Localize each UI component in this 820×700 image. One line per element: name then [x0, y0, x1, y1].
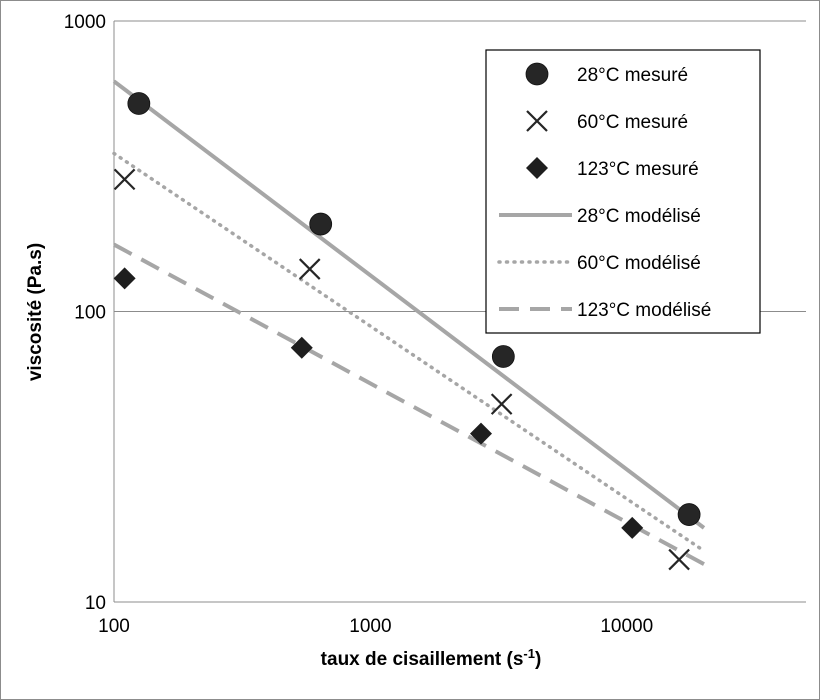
point-123c-mesure-4 [621, 516, 644, 539]
point-28c-mesure-1 [127, 92, 151, 115]
point-123c-mesure-1 [113, 267, 136, 290]
legend-swatch-123c-mesure [526, 157, 548, 179]
point-60c-mesure-3 [490, 393, 513, 415]
legend-label-123c-modelise: 123°C modélisé [577, 300, 711, 321]
legend-label-60c-modelise: 60°C modélisé [577, 253, 701, 274]
legend-label-123c-mesure: 123°C mesuré [577, 159, 699, 180]
x-tick-label-10000: 10000 [600, 616, 653, 637]
legend: 28°C mesuré 60°C mesuré 123°C mesuré 28°C m… [485, 49, 761, 334]
legend-label-60c-mesure: 60°C mesuré [577, 112, 688, 133]
point-28c-mesure-3 [491, 345, 515, 368]
series-line-28c-modelise [112, 79, 706, 530]
legend-label-28c-mesure: 28°C mesuré [577, 65, 688, 86]
point-60c-mesure-1 [113, 168, 136, 191]
legend-box [485, 49, 761, 334]
series-markers [113, 92, 701, 571]
y-tick-label-1000: 1000 [64, 12, 106, 33]
x-tick-label-1000: 1000 [349, 616, 391, 637]
x-axis-title: taux de cisaillement (s-1) [321, 646, 542, 671]
y-tick-label-10: 10 [85, 593, 106, 614]
point-28c-mesure-4 [677, 503, 701, 526]
y-tick-label-100: 100 [74, 303, 106, 324]
legend-swatch-60c-mesure [526, 110, 548, 132]
series-lines [112, 79, 706, 566]
x-axis-title-text: taux de cisaillement (s [321, 649, 524, 670]
point-60c-mesure-2 [298, 258, 321, 280]
legend-swatch-28c-mesure [525, 62, 549, 86]
x-axis-title-end: ) [535, 649, 541, 670]
y-axis-title: viscosité (Pa.s) [25, 243, 46, 381]
point-60c-mesure-4 [668, 548, 690, 571]
legend-label-28c-modelise: 28°C modélisé [577, 206, 701, 227]
point-123c-mesure-3 [469, 422, 492, 445]
point-123c-mesure-2 [290, 336, 313, 359]
point-28c-mesure-2 [309, 212, 333, 236]
x-axis-title-superscript: -1 [523, 646, 535, 661]
series-line-60c-modelise [112, 151, 706, 553]
legend-items: 28°C mesuré 60°C mesuré 123°C mesuré 28°C m… [497, 62, 711, 321]
series-line-123c-modelise [113, 242, 705, 566]
x-tick-label-100: 100 [98, 616, 130, 637]
